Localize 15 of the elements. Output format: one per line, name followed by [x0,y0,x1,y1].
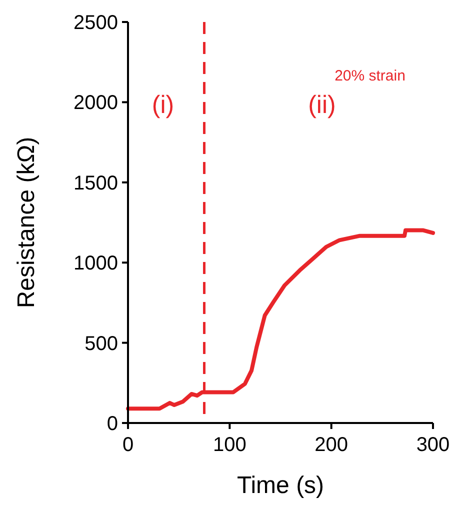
annotation: (ii) [308,90,336,119]
y-tick-label: 1000 [74,252,118,275]
y-tick-label: 1500 [74,172,118,194]
x-axis-title: Time (s) [236,472,324,499]
x-tick-label: 0 [122,434,134,456]
x-tick-label: 200 [314,434,348,456]
x-tick-label: 100 [212,434,246,456]
y-axis-title: Resistance (kΩ) [13,136,40,308]
y-tick-label: 2500 [74,12,118,34]
y-tick-label: 2000 [74,92,118,114]
x-tick-label: 300 [416,434,450,456]
annotation: 20% strain [334,67,406,84]
y-tick-label: 0 [106,413,118,435]
y-tick-label: 500 [84,332,118,355]
annotation: (i) [152,90,174,119]
